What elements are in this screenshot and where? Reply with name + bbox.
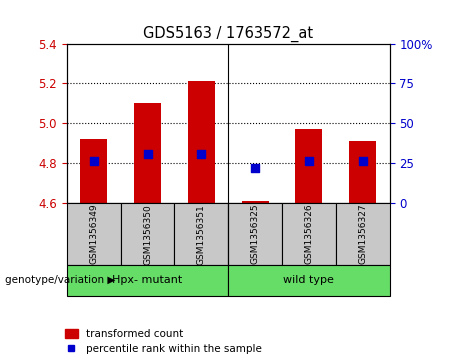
Text: GSM1356325: GSM1356325 (251, 204, 260, 265)
Text: GSM1356327: GSM1356327 (358, 204, 367, 265)
Text: Hpx- mutant: Hpx- mutant (112, 276, 183, 285)
Bar (134, 103, 161, 203)
Text: GSM1356326: GSM1356326 (304, 204, 313, 265)
Bar (242, 201, 268, 203)
Point (198, 151, 205, 157)
Point (359, 159, 366, 164)
Point (90, 159, 97, 164)
Bar (296, 130, 322, 203)
Text: GSM1356351: GSM1356351 (197, 204, 206, 265)
Bar (349, 141, 376, 203)
Text: genotype/variation ▶: genotype/variation ▶ (5, 276, 115, 285)
Point (251, 166, 259, 171)
Bar (188, 82, 215, 203)
Title: GDS5163 / 1763572_at: GDS5163 / 1763572_at (143, 26, 313, 42)
Bar (80, 139, 107, 203)
Text: GSM1356350: GSM1356350 (143, 204, 152, 265)
Text: wild type: wild type (284, 276, 334, 285)
Point (144, 151, 151, 157)
Legend: transformed count, percentile rank within the sample: transformed count, percentile rank withi… (65, 329, 262, 354)
Text: GSM1356349: GSM1356349 (89, 204, 98, 265)
Point (305, 159, 313, 164)
